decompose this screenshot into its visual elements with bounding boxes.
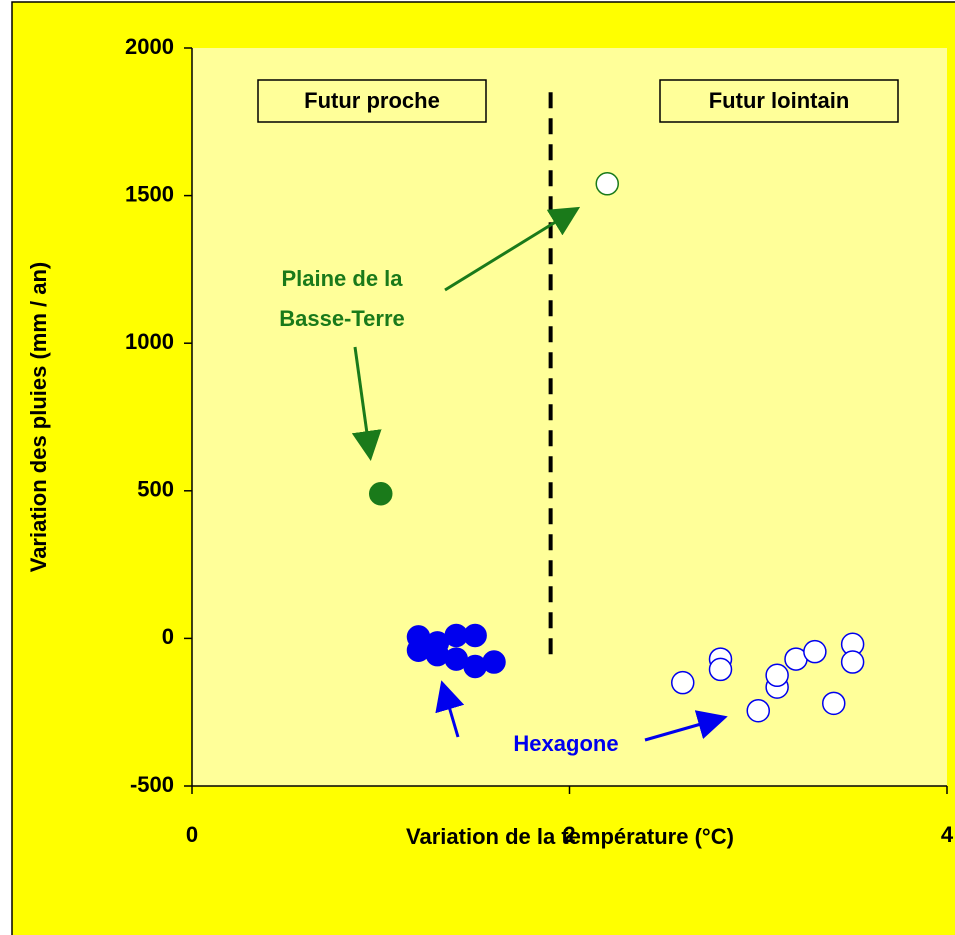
arrow (644, 710, 728, 742)
arrow (351, 346, 382, 461)
x-axis-title: Variation de la température (°C) (406, 824, 734, 849)
y-tick-label: 500 (137, 477, 174, 502)
point (708, 657, 733, 682)
annotation: Basse-Terre (279, 306, 405, 331)
point (482, 650, 506, 674)
point (595, 172, 619, 196)
point (765, 663, 789, 688)
point (746, 698, 770, 723)
point (822, 691, 846, 716)
x-tick-label: 2 (563, 822, 575, 847)
x-tick-label: 0 (186, 822, 198, 847)
point (463, 623, 487, 648)
arrow (435, 680, 465, 738)
label-box (257, 79, 487, 123)
y-tick-label: 1500 (125, 181, 174, 206)
x-tick-label: 4 (941, 822, 954, 847)
plot-area (192, 48, 947, 786)
arrow (444, 206, 581, 292)
label-box (659, 79, 899, 123)
y-tick-label: 1000 (125, 329, 174, 354)
annotation: Hexagone (513, 731, 618, 756)
annotation: Futur proche (304, 88, 440, 113)
point (840, 650, 865, 674)
y-tick-label: 2000 (125, 34, 174, 59)
y-tick-label: 0 (162, 624, 174, 649)
annotation: Plaine de la (281, 266, 403, 291)
y-axis-title: Variation des pluies (mm / an) (26, 262, 51, 573)
point (803, 639, 827, 664)
annotation: Futur lointain (709, 88, 850, 113)
point (671, 670, 695, 695)
y-tick-label: -500 (130, 772, 174, 797)
point (369, 482, 393, 506)
